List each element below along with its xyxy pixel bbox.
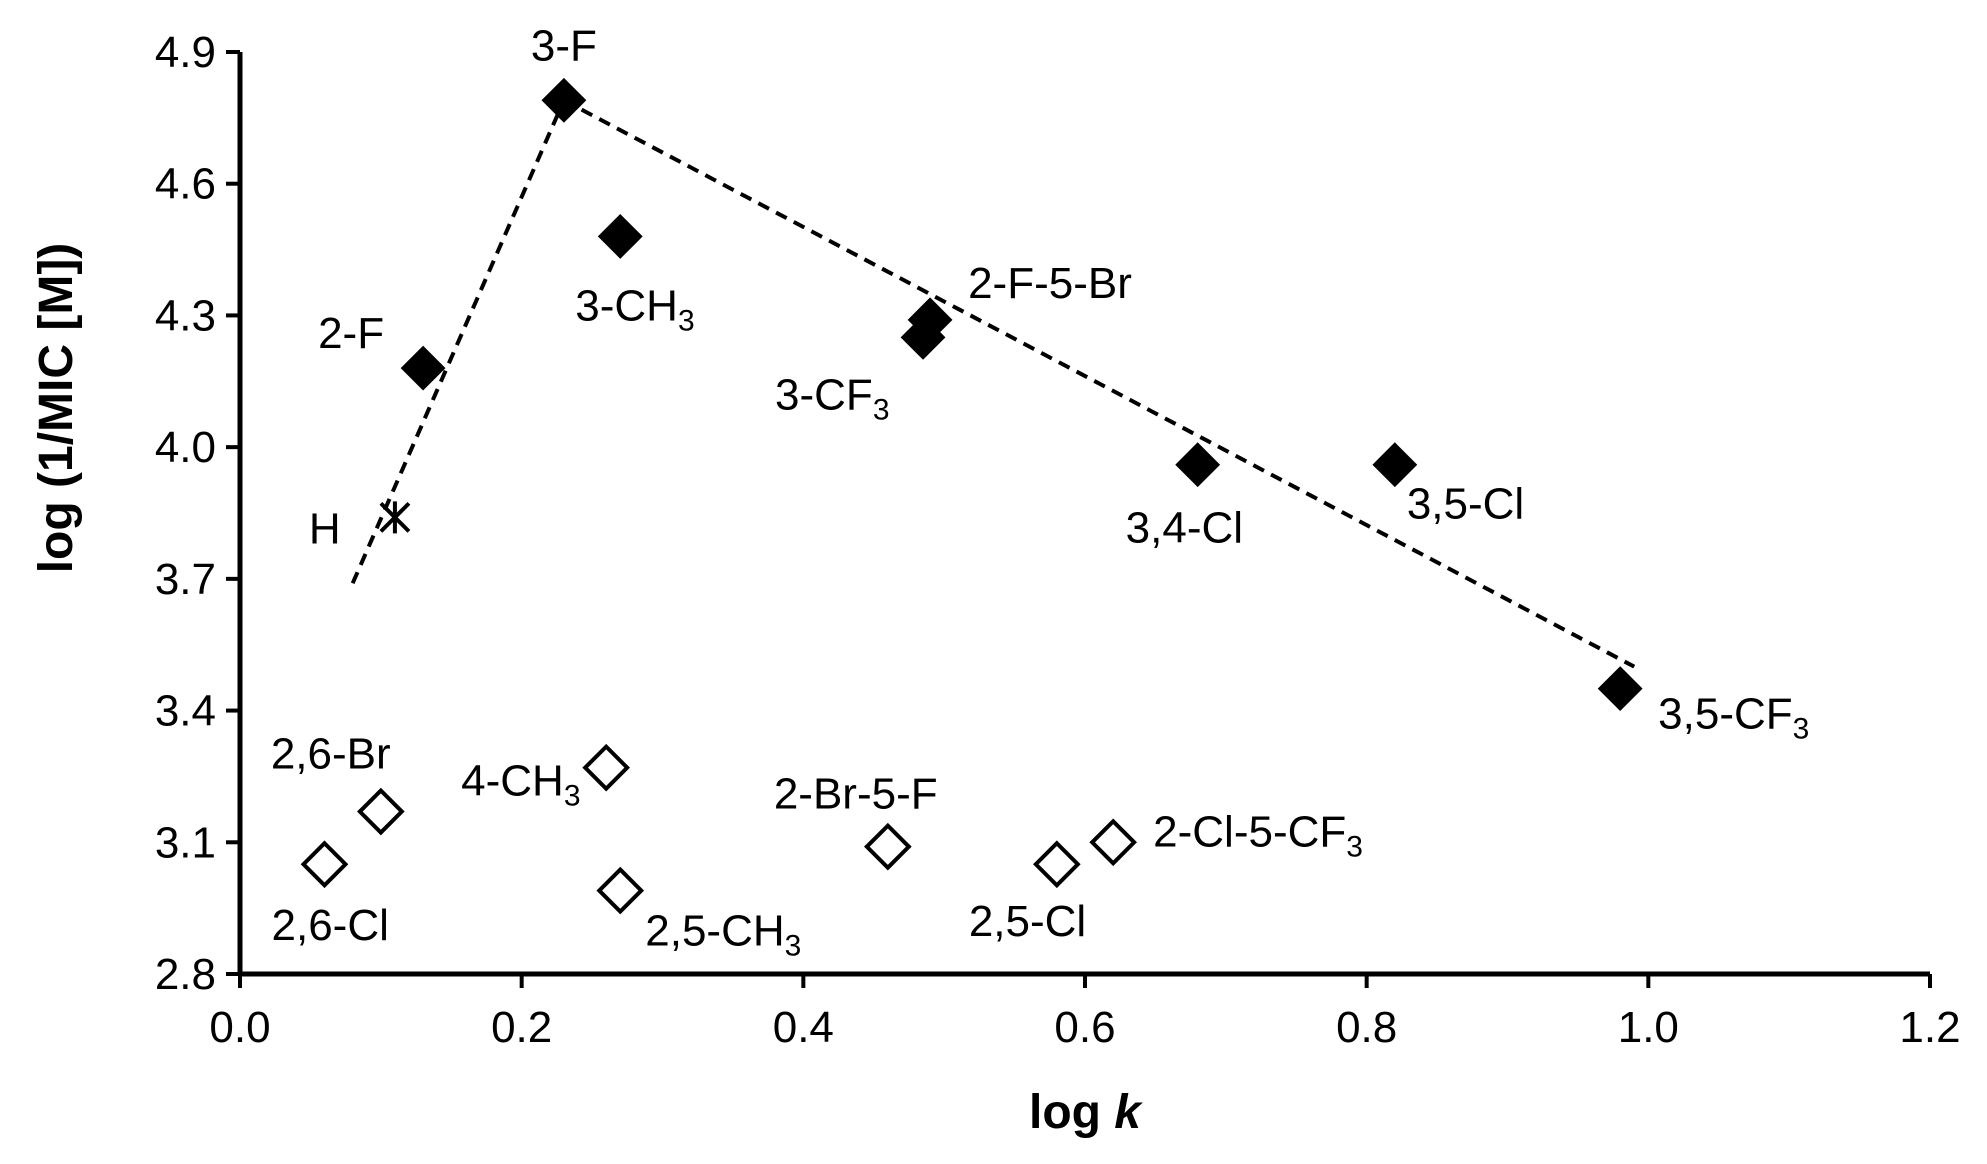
filled-diamond-point: [541, 77, 587, 123]
point-label-text: 3-F: [531, 21, 597, 70]
y-tick-label: 4.6: [155, 160, 216, 209]
point-label: 3,4-Cl: [1126, 504, 1243, 553]
x-axis-title: log k: [1029, 1086, 1143, 1139]
point-label-subscript: 3: [785, 930, 802, 963]
point-label-text: 2-Cl-5-CF: [1153, 807, 1346, 856]
point-label-text: 3-CF: [775, 370, 873, 419]
point-label-subscript: 3: [1346, 830, 1363, 863]
point-label: 2,5-Cl: [969, 897, 1086, 946]
point-label-text: 2,5-CH: [645, 907, 784, 956]
y-tick-label: 2.8: [155, 950, 216, 999]
point-label-text: 3,5-Cl: [1407, 480, 1524, 529]
x-tick-label: 1.0: [1618, 1003, 1679, 1052]
x-tick-label: 0.4: [773, 1003, 834, 1052]
trendline: [562, 98, 1636, 669]
point-label: 3-F: [531, 21, 597, 70]
open-diamond-point: [1089, 818, 1137, 867]
point-label: 3-CF3: [775, 370, 889, 426]
point-label-subscript: 3: [678, 304, 695, 337]
trendlines: [350, 98, 1636, 669]
point-label: 4-CH3: [461, 757, 580, 813]
point-label: H: [309, 504, 341, 553]
open-diamond-point: [1033, 840, 1081, 889]
filled-diamond-point: [1372, 442, 1418, 488]
filled-diamond-point: [597, 213, 643, 259]
y-axis-title: log (1/MIC [M]): [30, 243, 83, 574]
y-tick-label: 4.3: [155, 291, 216, 340]
point-label-text: 4-CH: [461, 757, 564, 806]
point-label-subscript: 3: [564, 780, 581, 813]
x-tick-label: 0.6: [1054, 1003, 1115, 1052]
open-diamond-point: [300, 840, 349, 889]
point-label: 2,6-Cl: [272, 901, 389, 950]
point-label-text: 2-Br-5-F: [774, 770, 938, 819]
point-label: 2,5-CH3: [645, 907, 801, 963]
open-diamond-point: [596, 866, 645, 915]
point-label: 2-F-5-Br: [968, 259, 1132, 308]
filled-diamond-point: [400, 345, 446, 391]
data-points: [300, 77, 1643, 915]
point-label: 2-F: [318, 309, 384, 358]
point-label-text: 2-F-5-Br: [968, 259, 1132, 308]
point-label-text: 2-F: [318, 309, 384, 358]
point-label-text: 3,4-Cl: [1126, 504, 1243, 553]
y-tick-label: 4.0: [155, 423, 216, 472]
open-diamond-point: [582, 743, 630, 792]
open-diamond-point: [864, 822, 912, 871]
point-label-text: H: [309, 504, 341, 553]
y-tick-label: 3.4: [155, 687, 216, 736]
point-label-text: 3,5-CF: [1658, 690, 1792, 739]
point-label-subscript: 3: [873, 393, 890, 426]
point-label: 2-Cl-5-CF3: [1153, 807, 1363, 863]
point-label-text: 2,6-Cl: [272, 901, 389, 950]
y-tick-label: 4.9: [155, 28, 216, 77]
x-axis-title-italic: k: [1114, 1086, 1143, 1139]
x-tick-label: 0.8: [1336, 1003, 1397, 1052]
point-label: 2,6-Br: [271, 730, 391, 779]
point-label: 3,5-CF3: [1658, 690, 1809, 746]
x-tick-label: 0.2: [491, 1003, 552, 1052]
x-tick-label: 0.0: [209, 1003, 270, 1052]
point-label: 3,5-Cl: [1407, 480, 1524, 529]
cross-point: [379, 501, 411, 534]
point-label-text: 2,6-Br: [271, 730, 391, 779]
point-label-subscript: 3: [1793, 713, 1810, 746]
x-axis-title-main: log: [1029, 1086, 1114, 1139]
point-label: 2-Br-5-F: [774, 770, 938, 819]
open-diamond-point: [357, 787, 405, 836]
axes: 0.0 0.2 0.4 0.6 0.8 1.0 1.2 2.8 3.1 3.4 3.7 4.0 4.3 4…: [155, 28, 1961, 1052]
point-label: 3-CH3: [575, 281, 694, 337]
point-label-text: 3-CH: [575, 281, 678, 330]
filled-diamond-point: [900, 314, 946, 360]
y-tick-label: 3.1: [155, 818, 216, 867]
x-tick-label: 1.2: [1899, 1003, 1960, 1052]
filled-diamond-point: [1175, 442, 1221, 488]
y-tick-label: 3.7: [155, 555, 216, 604]
trendline: [350, 99, 566, 585]
point-label-text: 2,5-Cl: [969, 897, 1086, 946]
filled-diamond-point: [1597, 666, 1643, 712]
